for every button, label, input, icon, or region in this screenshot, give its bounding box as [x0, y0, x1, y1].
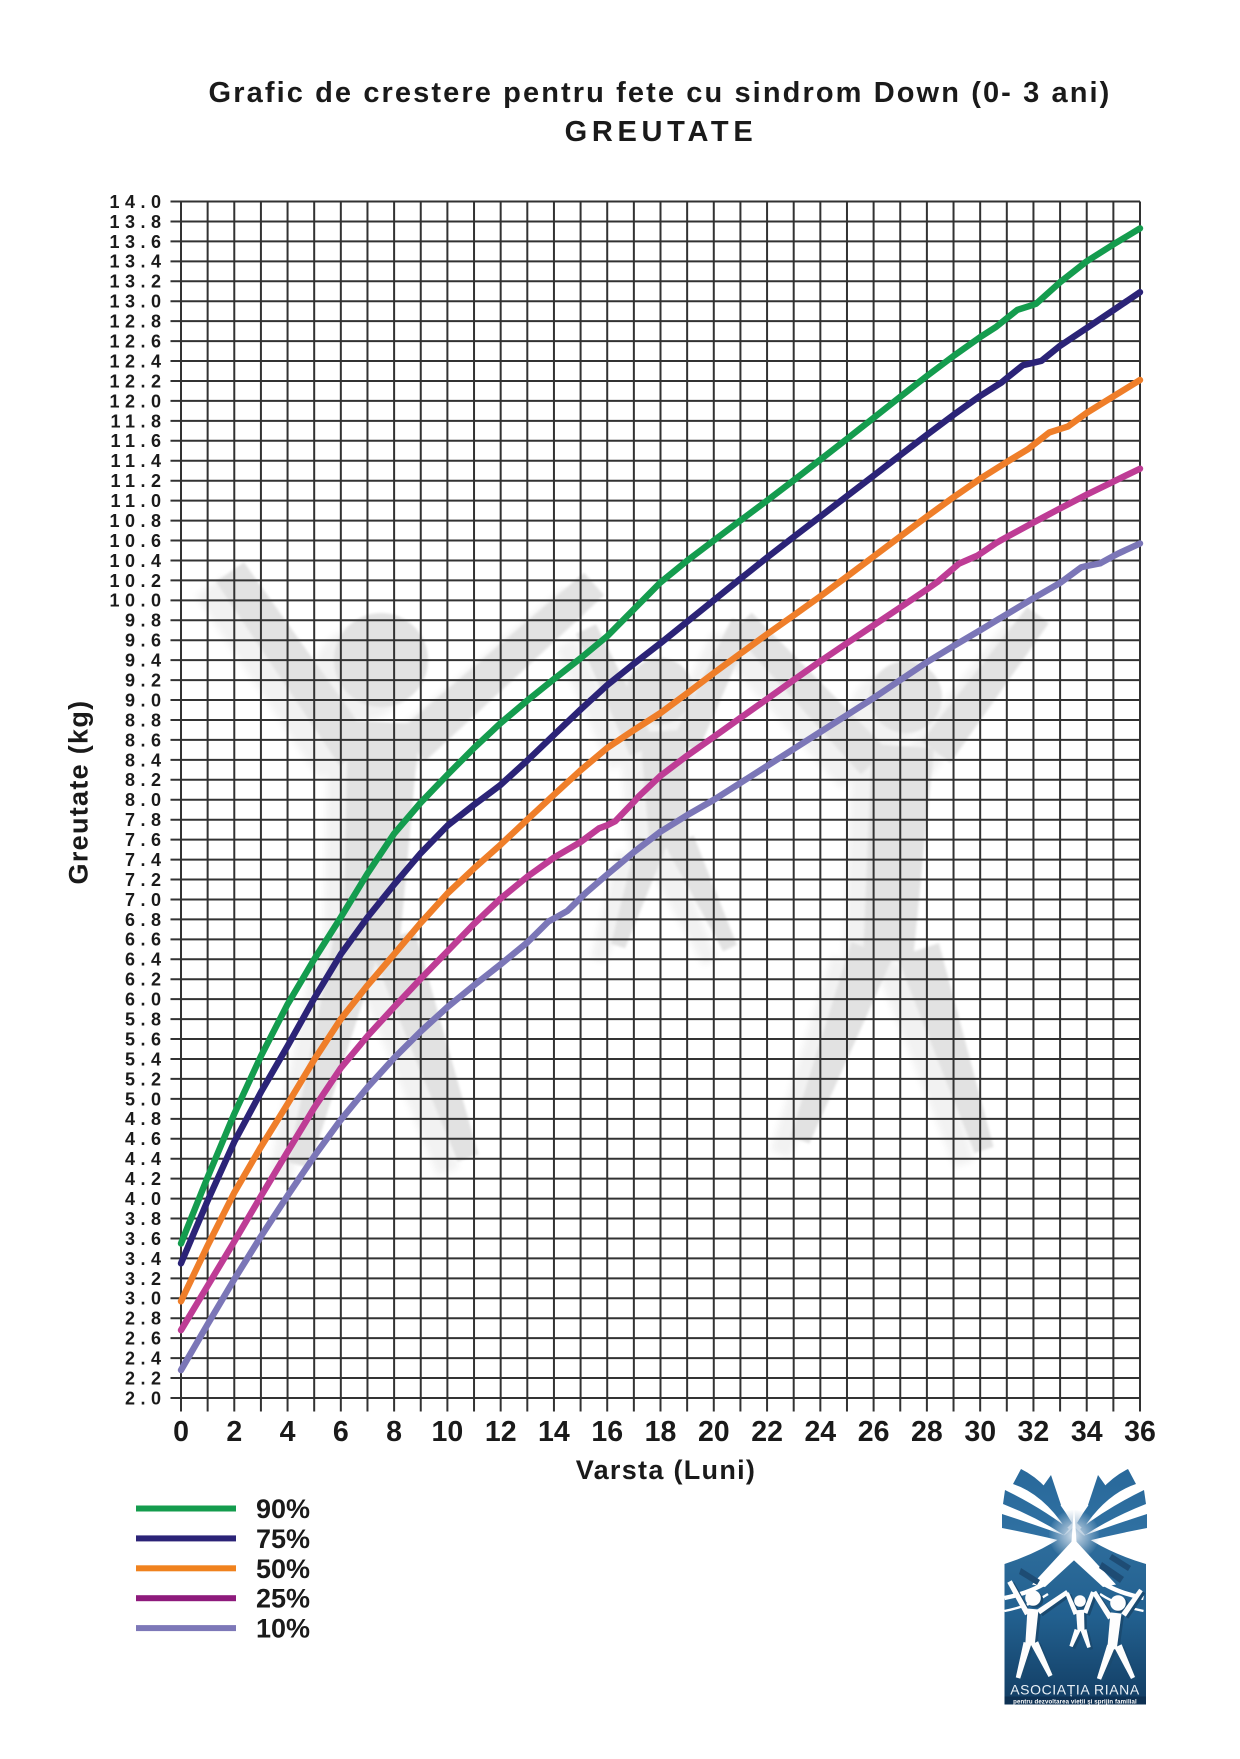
- svg-text:6.0: 6.0: [125, 990, 167, 1010]
- svg-text:11.8: 11.8: [110, 411, 166, 431]
- svg-text:10: 10: [432, 1416, 464, 1448]
- svg-text:14.0: 14.0: [109, 192, 166, 212]
- svg-text:4: 4: [280, 1416, 296, 1448]
- svg-text:12.2: 12.2: [109, 371, 166, 391]
- svg-text:5.2: 5.2: [125, 1069, 167, 1089]
- svg-text:13.8: 13.8: [109, 212, 166, 232]
- svg-text:10.2: 10.2: [109, 571, 166, 591]
- svg-text:6: 6: [333, 1416, 349, 1448]
- svg-text:12.4: 12.4: [109, 351, 166, 371]
- svg-text:5.4: 5.4: [125, 1049, 167, 1069]
- svg-text:9.2: 9.2: [125, 671, 167, 691]
- svg-text:ASOCIAȚIA RIANA: ASOCIAȚIA RIANA: [1010, 1682, 1140, 1698]
- svg-text:3.2: 3.2: [125, 1269, 167, 1289]
- svg-text:25%: 25%: [256, 1584, 310, 1614]
- svg-text:4.6: 4.6: [125, 1129, 167, 1149]
- svg-text:10%: 10%: [256, 1614, 310, 1644]
- svg-text:18: 18: [645, 1416, 677, 1448]
- svg-text:12.8: 12.8: [109, 312, 166, 332]
- svg-text:26: 26: [858, 1416, 890, 1448]
- svg-text:34: 34: [1071, 1416, 1103, 1448]
- svg-text:7.4: 7.4: [125, 850, 167, 870]
- svg-text:5.0: 5.0: [125, 1089, 167, 1109]
- svg-text:7.8: 7.8: [125, 810, 167, 830]
- svg-text:Varsta (Luni): Varsta (Luni): [576, 1455, 756, 1485]
- svg-text:9.4: 9.4: [125, 651, 167, 671]
- svg-text:24: 24: [804, 1416, 836, 1448]
- svg-text:6.6: 6.6: [125, 930, 167, 950]
- svg-text:3.4: 3.4: [125, 1249, 167, 1269]
- svg-text:9.8: 9.8: [125, 611, 167, 631]
- svg-text:pentru dezvoltarea vieții şi s: pentru dezvoltarea vieții şi sprijin fam…: [1013, 1698, 1137, 1705]
- svg-text:11.6: 11.6: [110, 431, 166, 451]
- svg-text:4.8: 4.8: [125, 1109, 167, 1129]
- svg-text:22: 22: [751, 1416, 783, 1448]
- svg-text:8.4: 8.4: [125, 750, 167, 770]
- svg-text:10.6: 10.6: [109, 531, 166, 551]
- svg-text:11.4: 11.4: [110, 451, 166, 471]
- svg-text:11.2: 11.2: [110, 471, 166, 491]
- svg-text:4.0: 4.0: [125, 1189, 167, 1209]
- svg-text:20: 20: [698, 1416, 730, 1448]
- svg-text:13.6: 13.6: [109, 232, 166, 252]
- svg-text:2.2: 2.2: [125, 1369, 167, 1389]
- svg-text:12: 12: [485, 1416, 517, 1448]
- svg-text:2.0: 2.0: [125, 1388, 167, 1408]
- svg-text:13.0: 13.0: [109, 292, 166, 312]
- svg-text:7.6: 7.6: [125, 830, 167, 850]
- svg-text:3.6: 3.6: [125, 1229, 167, 1249]
- svg-text:50%: 50%: [256, 1554, 310, 1584]
- svg-text:10.4: 10.4: [109, 551, 166, 571]
- svg-text:0: 0: [173, 1416, 189, 1448]
- svg-text:90%: 90%: [256, 1494, 310, 1524]
- svg-text:6.4: 6.4: [125, 950, 167, 970]
- svg-text:2: 2: [226, 1416, 242, 1448]
- svg-text:8.6: 8.6: [125, 730, 167, 750]
- svg-text:14: 14: [538, 1416, 570, 1448]
- svg-text:2.8: 2.8: [125, 1309, 167, 1329]
- svg-text:9.6: 9.6: [125, 631, 167, 651]
- svg-text:30: 30: [964, 1416, 996, 1448]
- svg-text:2.6: 2.6: [125, 1329, 167, 1349]
- svg-text:7.0: 7.0: [125, 890, 167, 910]
- svg-text:12.6: 12.6: [109, 332, 166, 352]
- svg-text:28: 28: [911, 1416, 943, 1448]
- svg-text:GREUTATE: GREUTATE: [565, 116, 758, 148]
- svg-text:5.8: 5.8: [125, 1010, 167, 1030]
- svg-text:4.2: 4.2: [125, 1169, 167, 1189]
- svg-text:Greutate (kg): Greutate (kg): [64, 700, 94, 885]
- svg-text:32: 32: [1018, 1416, 1050, 1448]
- svg-text:8.2: 8.2: [125, 770, 167, 790]
- svg-text:12.0: 12.0: [109, 391, 166, 411]
- svg-text:8.8: 8.8: [125, 710, 167, 730]
- svg-text:4.4: 4.4: [125, 1149, 167, 1169]
- svg-text:9.0: 9.0: [125, 690, 167, 710]
- svg-text:7.2: 7.2: [125, 870, 167, 890]
- svg-text:8.0: 8.0: [125, 790, 167, 810]
- svg-text:2.4: 2.4: [125, 1349, 167, 1369]
- svg-text:3.8: 3.8: [125, 1209, 167, 1229]
- svg-text:10.8: 10.8: [109, 511, 166, 531]
- svg-text:8: 8: [386, 1416, 402, 1448]
- svg-text:6.2: 6.2: [125, 970, 167, 990]
- svg-text:75%: 75%: [256, 1524, 310, 1554]
- svg-text:3.0: 3.0: [125, 1289, 167, 1309]
- svg-text:6.8: 6.8: [125, 910, 167, 930]
- svg-text:10.0: 10.0: [109, 591, 166, 611]
- svg-text:11.0: 11.0: [110, 491, 166, 511]
- svg-text:16: 16: [591, 1416, 623, 1448]
- svg-text:Grafic de crestere pentru fete: Grafic de crestere pentru fete cu sindro…: [209, 77, 1112, 109]
- svg-text:13.2: 13.2: [109, 272, 166, 292]
- svg-text:13.4: 13.4: [109, 252, 166, 272]
- svg-text:5.6: 5.6: [125, 1030, 167, 1050]
- svg-text:36: 36: [1124, 1416, 1156, 1448]
